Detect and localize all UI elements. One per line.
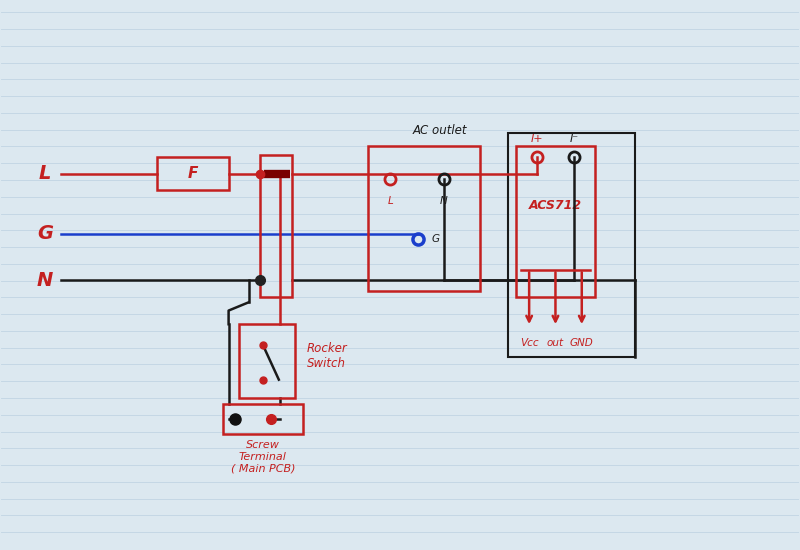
Text: I⁻: I⁻ [570, 134, 578, 144]
Text: Screw
Terminal
( Main PCB): Screw Terminal ( Main PCB) [230, 440, 295, 474]
Bar [223, 404, 302, 434]
Text: out: out [547, 338, 564, 348]
Bar [157, 157, 229, 190]
Text: L: L [39, 164, 51, 183]
Text: Vcc: Vcc [520, 338, 538, 348]
Bar [261, 155, 292, 297]
Text: Rocker
Switch: Rocker Switch [306, 342, 347, 370]
Text: L: L [387, 196, 394, 206]
Bar [239, 324, 294, 398]
Text: G: G [432, 234, 440, 244]
Text: G: G [38, 224, 54, 244]
Bar [508, 133, 635, 357]
Text: ACS712: ACS712 [529, 199, 582, 212]
Bar [368, 146, 480, 292]
Text: N: N [37, 271, 54, 290]
Text: I+: I+ [531, 134, 543, 144]
Text: F: F [187, 166, 198, 182]
Text: GND: GND [570, 338, 594, 348]
Text: AC outlet: AC outlet [413, 124, 467, 136]
Text: N: N [440, 196, 448, 206]
Bar [515, 146, 595, 297]
